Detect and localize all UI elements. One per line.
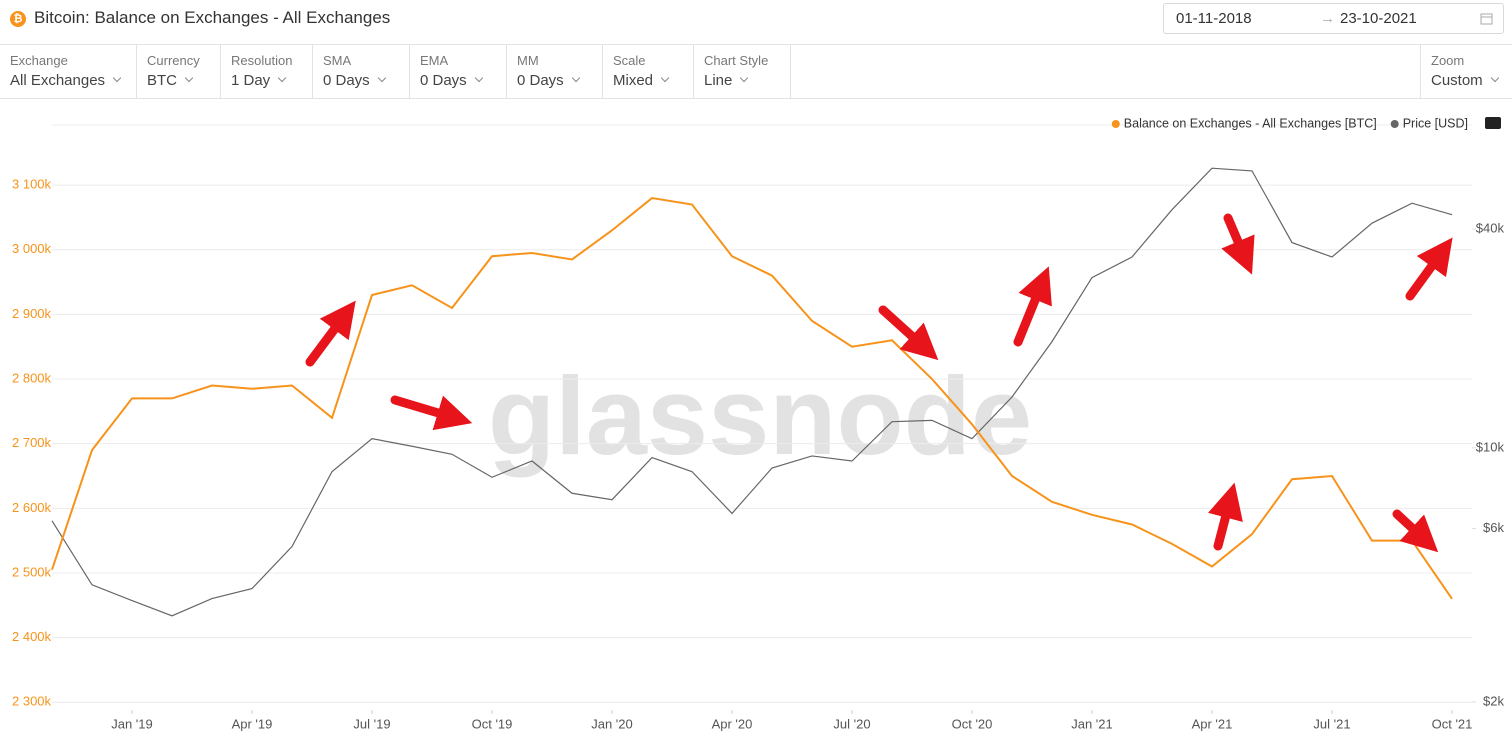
toolbar-control[interactable]: Scale Mixed	[603, 45, 694, 98]
legend-marker	[1111, 120, 1120, 128]
y-tick-label: 2 700k	[12, 435, 52, 450]
y-tick-label: 2 800k	[12, 370, 52, 385]
toolbar-control[interactable]: Chart Style Line	[694, 45, 791, 98]
x-tick-label: Oct '21	[1432, 716, 1473, 731]
header: ₿ Bitcoin: Balance on Exchanges - All Ex…	[0, 0, 1512, 45]
chart: glassnode 2 300k 2 400k 2 500k 2 600k 2 700k…	[12, 116, 1505, 731]
control-label: Exchange	[10, 53, 68, 68]
x-tick-label: Oct '20	[952, 716, 993, 731]
toolbar-control[interactable]: Exchange All Exchanges	[0, 45, 137, 98]
y-tick-label: 3 100k	[12, 177, 52, 192]
control-value[interactable]: Custom	[1431, 72, 1498, 89]
camera-icon	[1485, 117, 1501, 129]
toolbar-control[interactable]: MM 0 Days	[507, 45, 603, 98]
zoom-control[interactable]: Zoom Custom	[1420, 45, 1512, 98]
legend-label: Price [USD]	[1403, 116, 1468, 130]
control-label: Resolution	[231, 53, 293, 68]
calendar-icon[interactable]	[1480, 12, 1493, 25]
y-tick-label: 2 300k	[12, 694, 52, 709]
x-tick-label: Jan '19	[111, 716, 153, 731]
watermark: glassnode	[488, 355, 1032, 478]
toolbar: Zoom Custom Exchange All Exchanges Currenc…	[0, 45, 1512, 99]
control-value[interactable]: BTC	[147, 72, 192, 89]
date-to[interactable]: 23-10-2021	[1340, 10, 1417, 27]
bitcoin-icon: ₿	[10, 11, 26, 27]
control-label: SMA	[323, 53, 352, 68]
x-tick-label: Apr '20	[712, 716, 753, 731]
control-label: Currency	[147, 53, 200, 68]
y-tick-label: 2 600k	[12, 500, 52, 515]
control-value[interactable]: 0 Days	[517, 72, 579, 89]
series-line	[51, 167, 1453, 617]
y2-tick-label: $40k	[1476, 220, 1505, 235]
control-value[interactable]: All Exchanges	[10, 72, 120, 89]
control-label: MM	[517, 53, 539, 68]
y2-tick-label: $10k	[1476, 439, 1505, 454]
x-tick-label: Jul '20	[833, 716, 870, 731]
x-tick-label: Oct '19	[472, 716, 513, 731]
x-tick-label: Jul '21	[1313, 716, 1350, 731]
control-value[interactable]: Mixed	[613, 72, 668, 89]
date-range[interactable]: 01-11-2018 → 23-10-2021	[1163, 3, 1504, 34]
toolbar-control[interactable]: SMA 0 Days	[313, 45, 410, 98]
legend-marker	[1390, 120, 1399, 128]
control-value[interactable]: 0 Days	[323, 72, 385, 89]
y-tick-label: 2 400k	[12, 629, 52, 644]
series-line	[51, 196, 1453, 600]
control-value[interactable]: Line	[704, 72, 747, 89]
x-tick-label: Apr '21	[1192, 716, 1233, 731]
control-value[interactable]: 0 Days	[420, 72, 482, 89]
y-tick-label: 2 900k	[12, 306, 52, 321]
legend-label: Balance on Exchanges - All Exchanges [BT…	[1124, 116, 1377, 130]
y2-tick-label: $2k	[1483, 693, 1504, 708]
y-tick-label: 2 500k	[12, 564, 52, 579]
toolbar-control[interactable]: Resolution 1 Day	[221, 45, 313, 98]
x-tick-label: Apr '19	[232, 716, 273, 731]
control-value[interactable]: 1 Day	[231, 72, 285, 89]
control-label: EMA	[420, 53, 449, 68]
arrow: →	[1320, 10, 1335, 27]
page-title: Bitcoin: Balance on Exchanges - All Exch…	[34, 8, 391, 27]
control-label: Scale	[613, 53, 646, 68]
toolbar-control[interactable]: Currency BTC	[137, 45, 221, 98]
y-tick-label: 3 000k	[12, 241, 52, 256]
control-label: Zoom	[1431, 53, 1465, 68]
x-tick-label: Jan '21	[1071, 716, 1113, 731]
x-tick-label: Jan '20	[591, 716, 633, 731]
date-from[interactable]: 01-11-2018	[1176, 10, 1252, 27]
y2-tick-label: $6k	[1483, 520, 1504, 535]
control-label: Chart Style	[704, 53, 769, 68]
toolbar-control[interactable]: EMA 0 Days	[410, 45, 507, 98]
x-tick-label: Jul '19	[353, 716, 390, 731]
